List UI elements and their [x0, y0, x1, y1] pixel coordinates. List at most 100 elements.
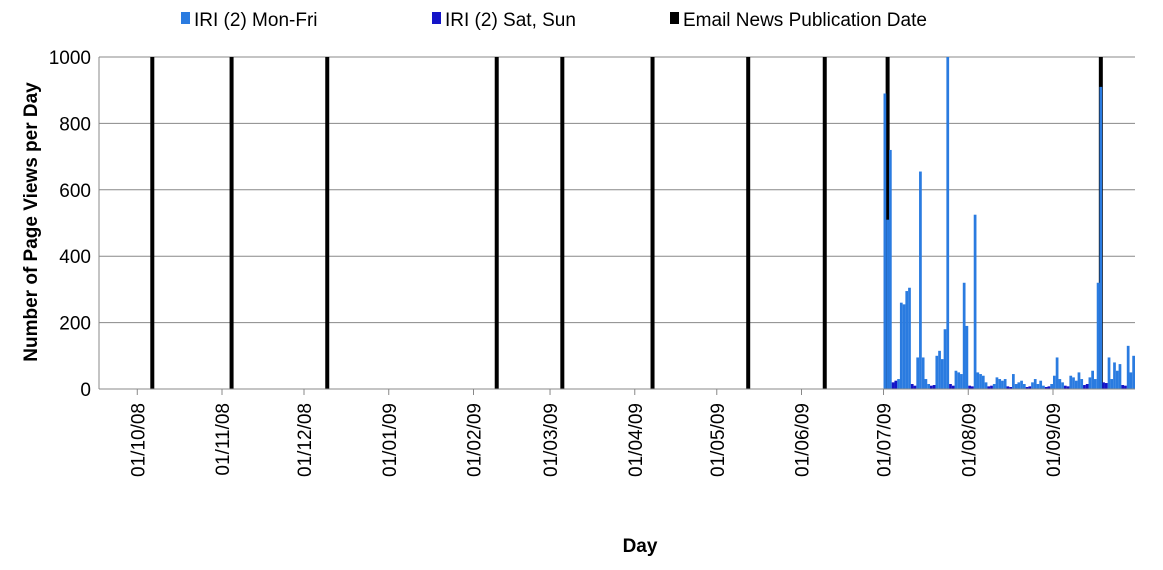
x-tick-label: 01/03/09 — [541, 403, 562, 477]
weekend-bar — [1121, 385, 1125, 389]
weekday-bar — [1014, 384, 1018, 389]
x-tick-labels: 01/10/08 01/11/08 01/12/08 01/01/09 01/02/09… — [128, 403, 1065, 477]
weekday-bar — [1096, 282, 1100, 389]
weekday-bar — [998, 379, 1002, 389]
weekend-bar — [894, 380, 898, 389]
weekday-bar — [1110, 379, 1114, 389]
x-tick-label: 01/11/08 — [213, 403, 234, 476]
weekday-bar — [965, 325, 969, 389]
weekday-bar — [938, 350, 941, 389]
weekday-bar — [979, 374, 982, 389]
weekday-bar — [954, 370, 958, 389]
weekday-bars — [883, 57, 1135, 390]
weekday-bar — [1126, 345, 1130, 389]
weekend-bar — [1047, 386, 1051, 389]
weekend-bar — [990, 385, 993, 389]
weekend-bar — [1006, 386, 1010, 389]
y-tick-label: 400 — [59, 247, 91, 268]
weekday-bar — [886, 219, 889, 389]
weekend-bar — [1009, 387, 1012, 389]
weekday-bar — [935, 355, 939, 389]
weekend-bar — [1025, 387, 1029, 389]
x-tick-label: 01/01/09 — [380, 403, 401, 477]
weekend-bar — [970, 386, 974, 389]
weekday-bar — [1022, 384, 1026, 389]
weekday-bar — [973, 214, 977, 389]
weekend-bars — [891, 380, 1127, 389]
weekday-bar — [962, 282, 966, 389]
weekend-bar — [949, 384, 952, 389]
weekday-bar — [1055, 357, 1059, 389]
weekday-bar — [924, 379, 928, 389]
x-tick-label: 01/06/09 — [793, 403, 814, 477]
weekend-bar — [913, 385, 917, 389]
weekday-bar — [1107, 357, 1111, 389]
weekend-bar — [951, 385, 955, 389]
y-tick-label: 1000 — [49, 48, 91, 69]
weekend-bar — [932, 385, 936, 389]
y-axis-title: Number of Page Views per Day — [21, 82, 42, 362]
x-tick-label: 01/09/09 — [1044, 403, 1065, 477]
weekday-bar — [1069, 375, 1073, 389]
axes — [98, 57, 1135, 395]
weekend-bar — [1104, 383, 1108, 389]
weekday-bar — [940, 359, 944, 389]
legend-label-email: Email News Publication Date — [683, 10, 927, 31]
weekday-bar — [960, 374, 963, 389]
x-tick-label: 01/08/09 — [959, 403, 980, 477]
weekend-bar — [1083, 385, 1086, 389]
weekday-bar — [1093, 379, 1097, 389]
legend-label-weekend: IRI (2) Sat, Sun — [445, 10, 576, 31]
weekday-bar — [1099, 86, 1103, 389]
weekday-bar — [995, 377, 999, 389]
x-axis-title: Day — [623, 536, 658, 557]
y-tick-label: 0 — [80, 380, 91, 401]
weekday-bar — [992, 384, 996, 389]
x-tick-label: 01/12/08 — [295, 403, 316, 477]
weekday-bar — [919, 171, 922, 389]
weekday-bar — [1080, 379, 1084, 389]
weekday-bar — [888, 149, 892, 389]
weekday-bar — [927, 384, 930, 389]
weekend-bar — [1028, 386, 1032, 389]
weekend-bar — [1063, 385, 1067, 389]
x-tick-label: 01/10/08 — [128, 403, 149, 477]
legend: IRI (2) Mon-Fri IRI (2) Sat, Sun Email N… — [181, 10, 927, 31]
weekday-bar — [1031, 382, 1034, 389]
weekday-bar — [1020, 380, 1023, 389]
weekday-bar — [1033, 379, 1037, 389]
weekday-bar — [1050, 384, 1053, 389]
weekday-bar — [899, 302, 903, 389]
legend-label-weekday: IRI (2) Mon-Fri — [194, 10, 318, 31]
weekday-bar — [943, 329, 947, 389]
weekday-bar — [1074, 380, 1078, 389]
weekday-bar — [1113, 362, 1116, 389]
weekday-bar — [1017, 382, 1021, 389]
weekend-bar — [987, 386, 991, 389]
weekday-bar — [1036, 384, 1040, 389]
weekday-bar — [1129, 372, 1133, 389]
weekday-bar — [1052, 375, 1056, 389]
weekday-bar — [883, 93, 887, 390]
weekday-bar — [1058, 379, 1062, 389]
legend-swatch-weekend — [432, 12, 441, 24]
weekday-bar — [1003, 379, 1007, 389]
weekday-bar — [1011, 374, 1015, 389]
legend-swatch-weekday — [181, 12, 190, 24]
weekend-bar — [910, 384, 914, 389]
weekday-bar — [957, 372, 961, 389]
email-publication-lines — [150, 57, 1103, 389]
weekday-bar — [908, 287, 911, 389]
weekday-bar — [1115, 370, 1119, 389]
weekend-bar — [1085, 384, 1089, 389]
weekend-bar — [1066, 386, 1070, 389]
weekend-bar — [968, 385, 971, 389]
y-tick-label: 200 — [59, 314, 91, 335]
weekday-bar — [916, 357, 920, 389]
weekday-bar — [1118, 364, 1122, 389]
y-tick-labels: 0 200 400 600 800 1000 — [49, 48, 91, 401]
weekday-bar — [921, 357, 925, 389]
weekday-bar — [1072, 377, 1075, 389]
weekend-bar — [929, 385, 933, 389]
weekday-bar — [1077, 372, 1081, 389]
